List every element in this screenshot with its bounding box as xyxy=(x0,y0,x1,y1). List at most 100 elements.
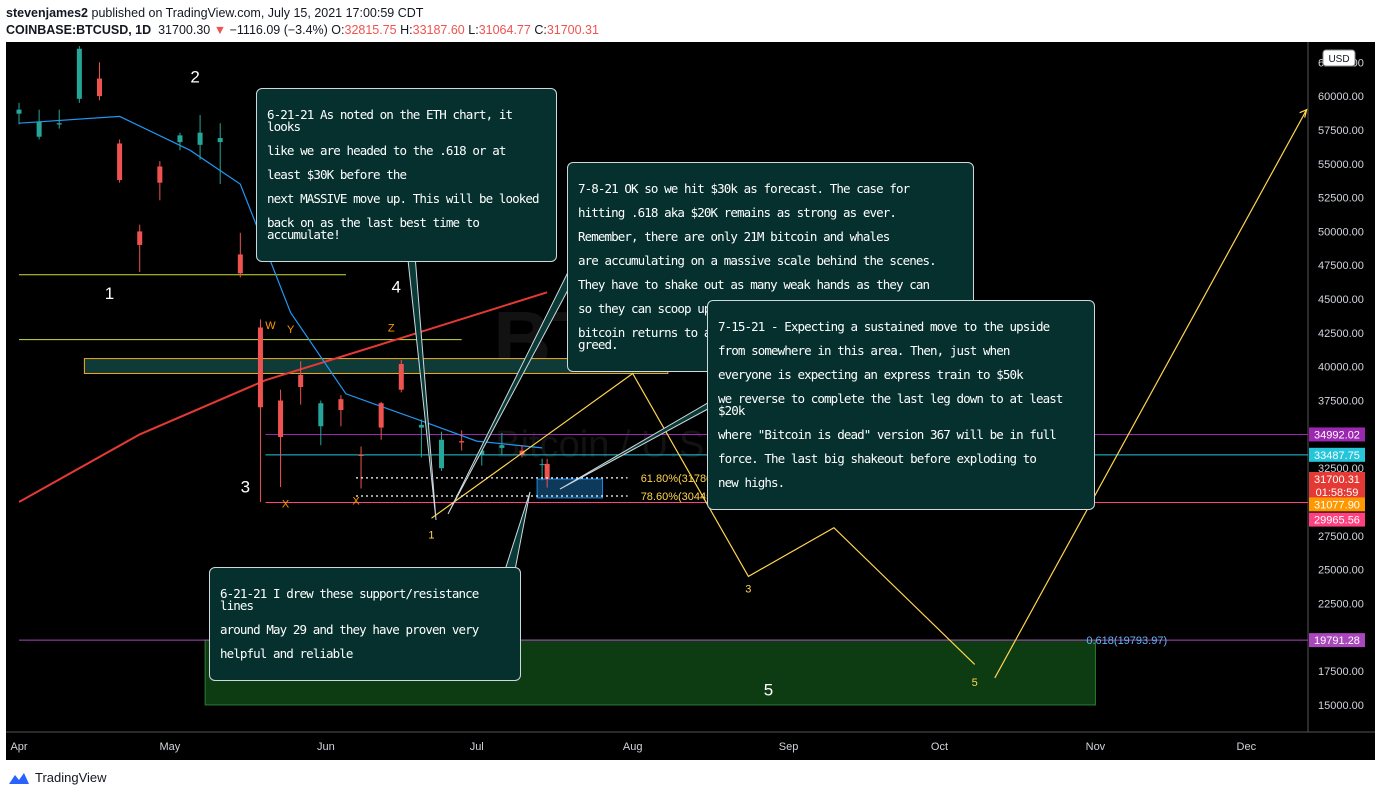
price-badge xyxy=(1309,633,1365,648)
wave-label: 1 xyxy=(428,530,434,542)
time-tick-label: Jun xyxy=(317,741,335,753)
time-tick-label: Apr xyxy=(10,741,27,753)
close-value: 31700.31 xyxy=(546,23,599,37)
candle-body xyxy=(56,123,62,125)
fib-level-label: 0.618(19793.97) xyxy=(1086,635,1167,647)
candle-body xyxy=(338,399,344,410)
wave-label: X xyxy=(282,498,290,510)
price-badge xyxy=(1309,447,1365,462)
note-callout-3[interactable]: 7-15-21 - Expecting a sustained move to … xyxy=(707,300,1095,510)
brand-name: TradingView xyxy=(35,770,107,785)
candle-body xyxy=(117,143,123,180)
close-label: C: xyxy=(534,23,547,37)
chart-canvas[interactable]: BTCUSD Bitcoin / U.S. Dollar 61.80%(3178… xyxy=(0,42,1381,762)
wave-label: Z xyxy=(388,323,395,335)
price-tick-label: 25000.00 xyxy=(1318,565,1364,577)
note-line: 6-21-21 As noted on the ETH chart, it lo… xyxy=(267,107,513,134)
price-axis[interactable] xyxy=(1308,42,1375,732)
footer: TradingView xyxy=(0,762,1381,797)
note-line: 7-15-21 - Expecting a sustained move to … xyxy=(718,319,1050,334)
note-line: from somewhere in this area. Then, just … xyxy=(718,343,1010,358)
currency-label: USD xyxy=(1328,54,1349,65)
low-label: L: xyxy=(468,23,479,37)
price-tick-label: 27500.00 xyxy=(1318,531,1364,543)
candle-body xyxy=(479,450,485,455)
note-callout-2[interactable]: 7-8-21 OK so we hit $30k as forecast. Th… xyxy=(567,162,974,372)
wave-label: W xyxy=(265,320,276,332)
high-label: H: xyxy=(400,23,413,37)
price-change: −1116.09 (−3.4%) xyxy=(229,23,328,37)
price-badge xyxy=(1309,512,1365,527)
candle-body xyxy=(499,445,505,448)
candle-body xyxy=(358,454,364,456)
price-tick-label: 47500.00 xyxy=(1318,260,1364,272)
price-tick-label: 15000.00 xyxy=(1318,700,1364,712)
note-line: where "Bitcoin is dead" version 367 will… xyxy=(718,427,1057,442)
candle-body xyxy=(544,463,550,479)
time-tick-label: Oct xyxy=(931,741,948,753)
price-badge xyxy=(1309,471,1365,486)
ohlc-legend: COINBASE:BTCUSD, 1D 31700.30 ▼ −1116.09 … xyxy=(6,23,599,37)
price-tick-label: 22500.00 xyxy=(1318,598,1364,610)
time-tick-label: May xyxy=(160,741,181,753)
blue-moving-average xyxy=(18,115,543,449)
open-value: 32815.75 xyxy=(344,23,397,37)
price-badge-label: 29965.56 xyxy=(1314,515,1360,527)
change-arrow-icon: ▼ xyxy=(213,23,227,37)
candle-body xyxy=(96,78,102,97)
wave-label: 5 xyxy=(764,680,773,699)
chart-header: stevenjames2 published on TradingView.co… xyxy=(0,0,1381,42)
note-line: force. The last big shakeout before expl… xyxy=(718,451,1037,466)
wave-projection-line xyxy=(431,372,976,665)
price-tick-label: 50000.00 xyxy=(1318,226,1364,238)
price-badge-label: 31077.90 xyxy=(1314,499,1360,511)
note-line: everyone is expecting an express train t… xyxy=(718,367,1024,382)
note-line: 6-21-21 I drew these support/resistance … xyxy=(220,586,479,613)
candle-body xyxy=(76,48,82,99)
currency-badge[interactable] xyxy=(1322,49,1356,67)
price-tick-label: 42500.00 xyxy=(1318,328,1364,340)
price-tick-label: 40000.00 xyxy=(1318,362,1364,374)
note-callout-4[interactable]: 6-21-21 I drew these support/resistance … xyxy=(209,567,521,681)
symbol-label[interactable]: COINBASE:BTCUSD, 1D xyxy=(6,23,152,37)
price-tick-label: 37500.00 xyxy=(1318,396,1364,408)
time-axis[interactable] xyxy=(6,732,1375,760)
tradingview-logo-icon xyxy=(9,772,29,784)
note-callout-1[interactable]: 6-21-21 As noted on the ETH chart, it lo… xyxy=(256,88,557,262)
wave-label: 2 xyxy=(190,68,199,87)
note-line: new highs. xyxy=(718,475,785,490)
price-badge xyxy=(1309,497,1365,512)
high-value: 33187.60 xyxy=(412,23,465,37)
candle-body xyxy=(177,135,183,143)
candle-body xyxy=(539,464,545,466)
wave-label: 4 xyxy=(392,277,401,296)
tradingview-logo[interactable]: TradingView xyxy=(8,770,107,785)
candle-body xyxy=(157,166,163,183)
note-line: 7-8-21 OK so we hit $30k as forecast. Th… xyxy=(578,181,910,196)
price-badge-label: 31700.31 xyxy=(1314,474,1360,486)
price-badge-label: 33487.75 xyxy=(1314,450,1360,462)
price-tick-label: 45000.00 xyxy=(1318,294,1364,306)
wave-label: 5 xyxy=(972,677,978,689)
time-tick-label: Aug xyxy=(623,741,643,753)
candle-body xyxy=(257,327,263,408)
plot-area[interactable] xyxy=(6,42,1308,732)
time-tick-label: Jul xyxy=(470,741,484,753)
wave-arrowhead-icon xyxy=(1299,108,1308,118)
wave-label: 3 xyxy=(745,584,751,596)
price-tick-label: 17500.00 xyxy=(1318,666,1364,678)
candle-body xyxy=(318,403,324,427)
price-tick-label: 60000.00 xyxy=(1318,91,1364,103)
price-badge-label: 19791.28 xyxy=(1314,635,1360,647)
wave-arrow-line xyxy=(994,109,1308,679)
low-value: 31064.77 xyxy=(478,23,531,37)
candle-body xyxy=(418,424,424,428)
price-tick-label: 57500.00 xyxy=(1318,125,1364,137)
author-name[interactable]: stevenjames2 xyxy=(6,6,89,20)
wave-label: Y xyxy=(287,324,295,336)
note-line: least $30K before the xyxy=(267,167,407,182)
note-line: hitting .618 aka $20K remains as strong … xyxy=(578,205,897,220)
note-line: like we are headed to the .618 or at xyxy=(267,143,506,158)
note-line: are accumulating on a massive scale behi… xyxy=(578,253,937,268)
price-tick-label: 55000.00 xyxy=(1318,159,1364,171)
